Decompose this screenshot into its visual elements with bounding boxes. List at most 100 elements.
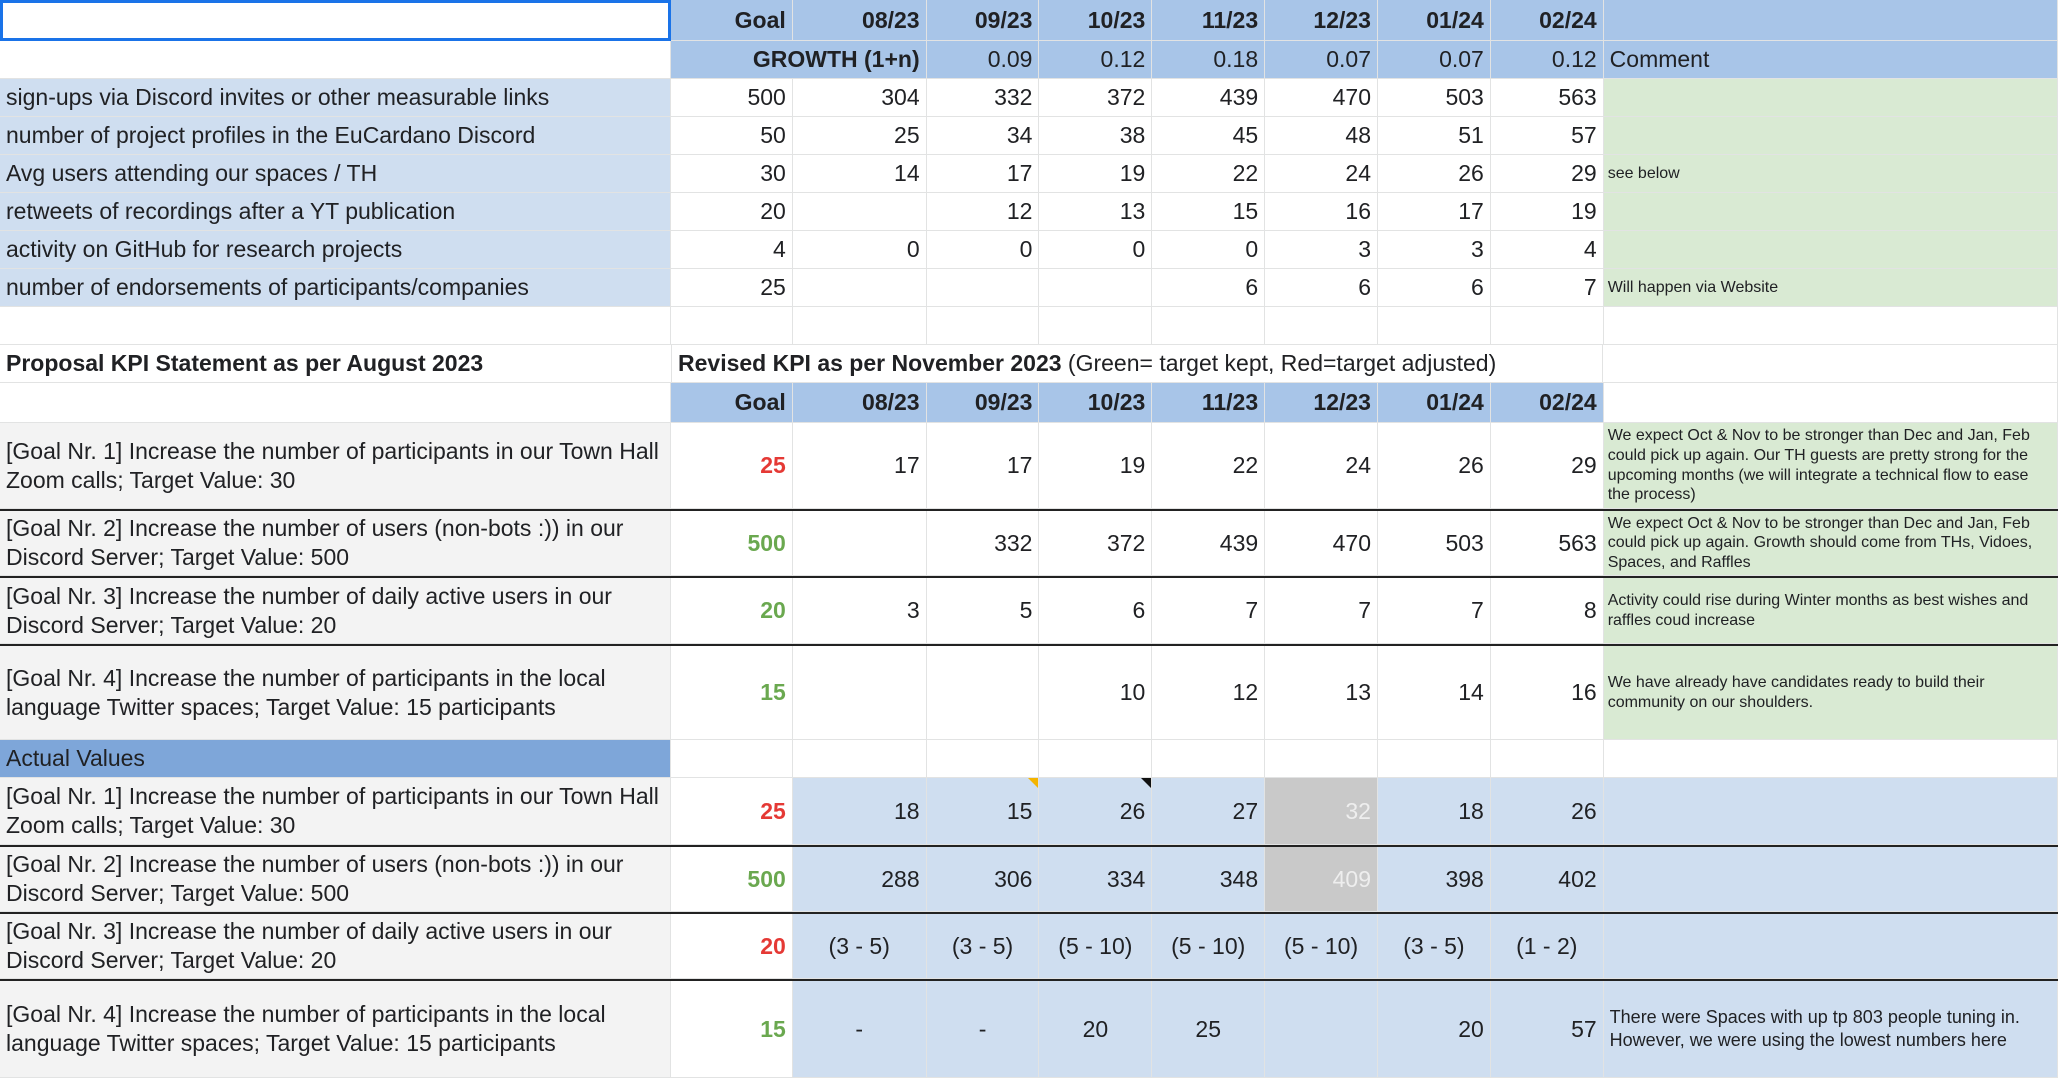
month-header[interactable]: 10/23	[1039, 383, 1153, 423]
month-value[interactable]: 24	[1265, 423, 1378, 509]
comment-indicator-icon[interactable]	[1141, 778, 1152, 788]
month-value[interactable]	[792, 269, 927, 307]
note-indicator-icon[interactable]	[1028, 778, 1039, 788]
month-value[interactable]: 32	[1265, 778, 1378, 845]
month-header[interactable]: 10/23	[1039, 0, 1153, 41]
comment-cell[interactable]	[1603, 231, 2058, 269]
month-value[interactable]: 19	[1039, 155, 1153, 193]
month-value[interactable]: 7	[1265, 578, 1378, 644]
month-value[interactable]: 563	[1490, 511, 1604, 576]
month-value[interactable]: 8	[1490, 578, 1604, 644]
empty-cell[interactable]	[1603, 383, 2058, 423]
month-value[interactable]: 26	[1039, 778, 1153, 845]
month-value[interactable]: 6	[1265, 269, 1378, 307]
comment-cell[interactable]	[1603, 778, 2058, 845]
month-value[interactable]: 45	[1152, 117, 1266, 155]
month-value[interactable]: 19	[1490, 193, 1604, 231]
month-value[interactable]: 29	[1490, 155, 1604, 193]
month-value[interactable]: 20	[1039, 981, 1153, 1078]
month-value[interactable]: 348	[1152, 847, 1266, 912]
month-value[interactable]: 17	[1378, 193, 1491, 231]
month-value[interactable]: 332	[926, 79, 1040, 117]
empty-cell[interactable]	[1152, 740, 1266, 778]
month-value[interactable]: 6	[1152, 269, 1266, 307]
month-value[interactable]: 0	[1152, 231, 1266, 269]
month-value[interactable]: 0	[926, 231, 1040, 269]
metric-label[interactable]: number of endorsements of participants/c…	[0, 269, 671, 307]
goal-value[interactable]: 500	[670, 79, 793, 117]
goal-value[interactable]: 4	[670, 231, 793, 269]
growth-value[interactable]: 0.12	[1039, 41, 1153, 79]
goal-value[interactable]: 30	[670, 155, 793, 193]
empty-cell[interactable]	[1377, 740, 1491, 778]
month-value[interactable]: 15	[926, 778, 1040, 845]
header-cell-empty[interactable]	[1603, 0, 2058, 41]
comment-cell[interactable]: Activity could rise during Winter months…	[1603, 578, 2058, 644]
comment-header[interactable]: Comment	[1603, 41, 2058, 79]
month-value[interactable]	[1039, 269, 1153, 307]
growth-value[interactable]: 0.09	[926, 41, 1040, 79]
goal-value[interactable]: 20	[670, 914, 793, 979]
month-value[interactable]: 3	[792, 578, 927, 644]
month-value[interactable]	[926, 646, 1040, 740]
month-value[interactable]: 16	[1265, 193, 1378, 231]
empty-cell[interactable]	[792, 740, 927, 778]
month-value[interactable]: 13	[1039, 193, 1153, 231]
month-value[interactable]: 24	[1265, 155, 1378, 193]
month-header[interactable]: 01/24	[1377, 0, 1491, 41]
metric-label[interactable]: sign-ups via Discord invites or other me…	[0, 79, 671, 117]
comment-cell[interactable]: There were Spaces with up tp 803 people …	[1603, 981, 2058, 1078]
month-value[interactable]: -	[792, 981, 927, 1078]
month-value[interactable]: 503	[1378, 511, 1491, 576]
growth-value[interactable]: 0.07	[1265, 41, 1378, 79]
month-value[interactable]: 304	[792, 79, 927, 117]
month-value[interactable]: 439	[1152, 79, 1266, 117]
month-value[interactable]: (1 - 2)	[1490, 914, 1604, 979]
revised-title[interactable]: Revised KPI as per November 2023 (Green=…	[672, 345, 1603, 383]
empty-cell[interactable]	[1490, 307, 1604, 345]
goal-value[interactable]: 20	[670, 578, 793, 644]
month-value[interactable]: 26	[1378, 155, 1491, 193]
goal-label[interactable]: [Goal Nr. 2] Increase the number of user…	[0, 511, 671, 576]
month-value[interactable]: (3 - 5)	[926, 914, 1040, 979]
month-value[interactable]: 7	[1490, 269, 1604, 307]
month-value[interactable]: 34	[926, 117, 1040, 155]
month-value[interactable]: 6	[1039, 578, 1153, 644]
month-value[interactable]: 20	[1377, 981, 1491, 1078]
month-header[interactable]: 08/23	[792, 0, 927, 41]
month-header[interactable]: 12/23	[1265, 383, 1378, 423]
empty-cell[interactable]	[926, 740, 1040, 778]
month-value[interactable]: 57	[1490, 981, 1604, 1078]
month-value[interactable]: 26	[1378, 423, 1491, 509]
selected-cell-a1[interactable]	[0, 0, 671, 41]
empty-cell[interactable]	[0, 41, 671, 79]
month-value[interactable]: 6	[1378, 269, 1491, 307]
goal-value[interactable]: 25	[670, 423, 793, 509]
month-value[interactable]: 7	[1152, 578, 1266, 644]
goal-label[interactable]: [Goal Nr. 4] Increase the number of part…	[0, 981, 671, 1078]
month-value[interactable]: 12	[926, 193, 1040, 231]
month-value[interactable]: 27	[1152, 778, 1266, 845]
empty-cell[interactable]	[1377, 307, 1491, 345]
month-value[interactable]: 12	[1152, 646, 1266, 740]
empty-cell[interactable]	[670, 307, 793, 345]
month-value[interactable]: 18	[1377, 778, 1491, 845]
month-value[interactable]: 22	[1152, 155, 1266, 193]
goal-value[interactable]: 15	[670, 981, 793, 1078]
goal-label[interactable]: [Goal Nr. 3] Increase the number of dail…	[0, 578, 671, 644]
comment-cell[interactable]	[1603, 79, 2058, 117]
goal-value[interactable]: 25	[670, 269, 793, 307]
comment-cell[interactable]	[1603, 914, 2058, 979]
growth-value[interactable]: 0.07	[1377, 41, 1491, 79]
month-value[interactable]: 25	[792, 117, 927, 155]
month-value[interactable]: (5 - 10)	[1039, 914, 1153, 979]
month-value[interactable]: 503	[1378, 79, 1491, 117]
empty-cell[interactable]	[1490, 740, 1604, 778]
month-value[interactable]: (5 - 10)	[1265, 914, 1378, 979]
month-value[interactable]: (5 - 10)	[1152, 914, 1266, 979]
month-value[interactable]: 3	[1265, 231, 1378, 269]
empty-cell[interactable]	[1265, 307, 1378, 345]
goal-value[interactable]: 500	[670, 511, 793, 576]
month-value[interactable]: 51	[1378, 117, 1491, 155]
month-value[interactable]: 372	[1039, 79, 1153, 117]
